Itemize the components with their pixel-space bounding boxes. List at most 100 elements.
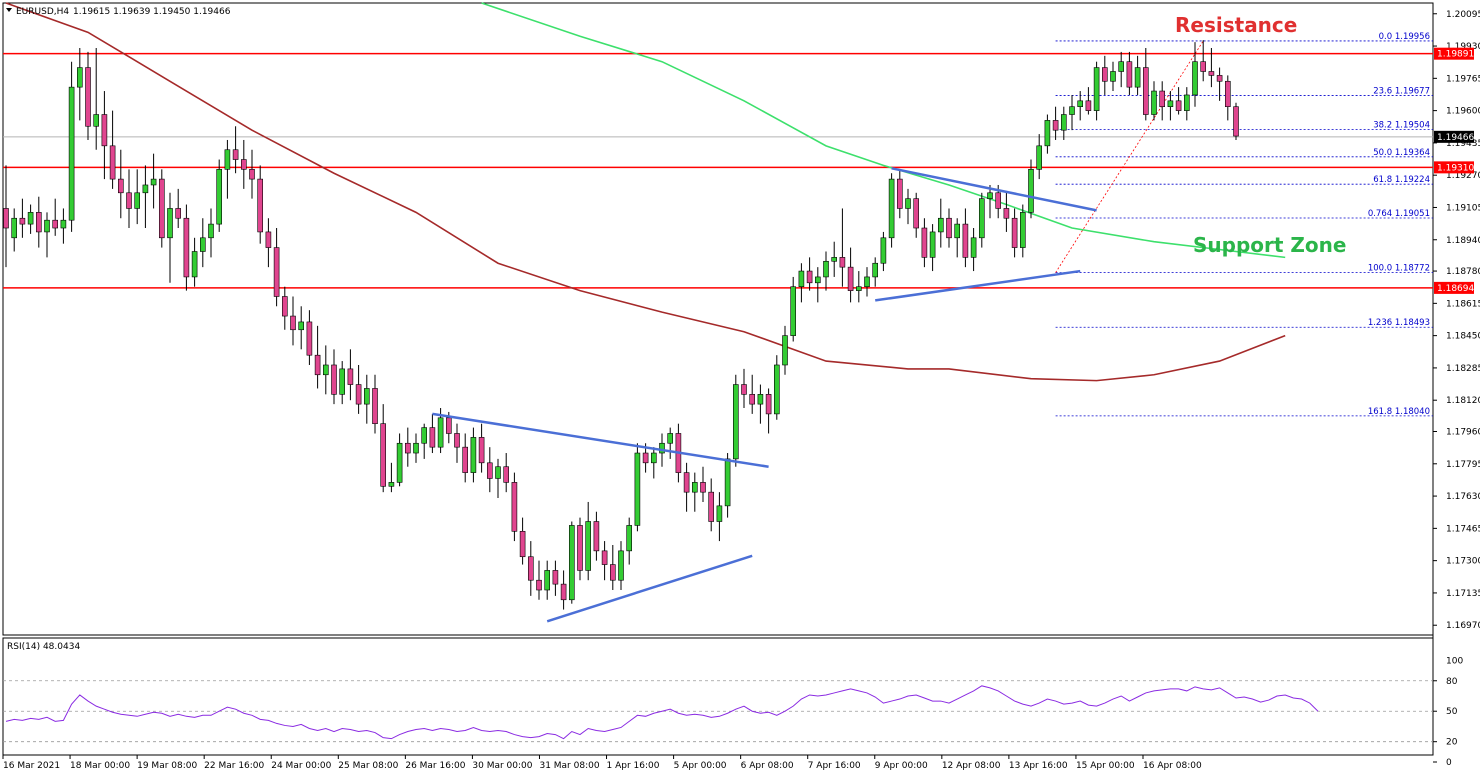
bullish-candle xyxy=(150,178,157,186)
time-tick-label: 5 Apr 00:00 xyxy=(674,761,727,771)
price-tick-label: 1.19105 xyxy=(1446,203,1480,213)
bullish-candle xyxy=(77,67,83,88)
bullish-candle xyxy=(1167,100,1174,108)
bullish-candle xyxy=(987,192,993,199)
bullish-candle xyxy=(396,442,403,483)
bearish-candle xyxy=(511,482,518,532)
bullish-candle xyxy=(757,394,764,405)
trendline xyxy=(875,269,1081,302)
bearish-candle xyxy=(536,579,542,591)
moving-averages xyxy=(5,2,1286,382)
bullish-candle xyxy=(814,276,821,284)
time-tick-label: 24 Mar 00:00 xyxy=(271,761,331,771)
bearish-candle xyxy=(306,321,313,356)
rsi-tick-label: 80 xyxy=(1446,677,1458,687)
bearish-candle xyxy=(19,217,26,225)
fib-level-label: 23.6 1.19677 xyxy=(1373,87,1430,97)
fib-anchor-line xyxy=(1055,40,1204,273)
price-tick-label: 1.18940 xyxy=(1446,236,1480,246)
bearish-candle xyxy=(232,149,239,160)
bullish-candle xyxy=(1077,100,1083,108)
bearish-candle xyxy=(126,192,132,209)
bearish-candle xyxy=(1216,75,1223,82)
resistance-annotation: Resistance xyxy=(1175,13,1297,37)
time-tick-label: 31 Mar 08:00 xyxy=(539,761,599,771)
bearish-candle xyxy=(741,384,747,395)
bullish-candle xyxy=(970,237,977,258)
time-tick-label: 19 Mar 08:00 xyxy=(137,761,197,771)
trendline xyxy=(432,412,769,468)
bullish-candle xyxy=(659,442,665,454)
time-tick-label: 18 Mar 00:00 xyxy=(70,761,130,771)
bullish-candle xyxy=(1069,106,1075,115)
bearish-candle xyxy=(593,521,600,552)
fib-level-label: 100.0 1.18772 xyxy=(1368,264,1430,274)
bullish-candle xyxy=(691,482,698,493)
bullish-candle xyxy=(495,466,501,479)
candles xyxy=(3,40,1239,610)
price-tick-label: 1.20095 xyxy=(1446,10,1480,20)
moving-average-long xyxy=(5,2,1286,382)
price-axis-ticks: 1.20095 1.19930 1.19765 1.19600 1.19435 1.192… xyxy=(1433,10,1480,631)
bearish-candle xyxy=(257,178,264,233)
bearish-candle xyxy=(331,364,337,395)
dropdown-triangle-icon[interactable] xyxy=(6,8,12,12)
bullish-candle xyxy=(1192,61,1198,96)
level-price-tag-label: 1.19891 xyxy=(1437,50,1474,60)
bearish-candle xyxy=(183,217,190,278)
bullish-candle xyxy=(855,286,862,291)
bearish-candle xyxy=(273,247,280,297)
bullish-candle xyxy=(413,442,419,454)
fib-level-label: 161.8 1.18040 xyxy=(1368,407,1430,417)
bullish-candle xyxy=(1134,67,1141,88)
fib-level-label: 0.764 1.19051 xyxy=(1368,209,1430,219)
bearish-candle xyxy=(700,482,706,493)
bullish-candle xyxy=(208,223,214,239)
bearish-candle xyxy=(1225,80,1231,108)
bearish-candle xyxy=(175,208,181,219)
bearish-candle xyxy=(347,368,354,385)
bullish-candle xyxy=(937,217,944,233)
bullish-candle xyxy=(872,262,879,278)
current-price-tag-label: 1.19466 xyxy=(1437,133,1474,143)
rsi-tick-label: 20 xyxy=(1446,738,1458,748)
bullish-candle xyxy=(1061,114,1067,131)
bearish-candle xyxy=(445,417,452,434)
time-tick-label: 7 Apr 16:00 xyxy=(808,761,861,771)
bullish-candle xyxy=(224,149,231,170)
rsi-panel-frame xyxy=(2,637,1434,756)
bullish-candle xyxy=(905,198,911,209)
bearish-candle xyxy=(404,442,411,454)
bullish-candle xyxy=(568,525,575,601)
bullish-candle xyxy=(470,437,477,473)
bearish-candle xyxy=(913,198,920,229)
trendlines xyxy=(432,167,1097,623)
bullish-candle xyxy=(363,388,370,405)
bullish-candle xyxy=(650,452,657,464)
fib-level-label: 61.8 1.19224 xyxy=(1373,175,1430,185)
price-tick-label: 1.19930 xyxy=(1446,42,1480,52)
price-tick-label: 1.18780 xyxy=(1446,267,1480,277)
bearish-candle xyxy=(1052,120,1059,131)
time-tick-label: 16 Apr 08:00 xyxy=(1143,761,1202,771)
bullish-candle xyxy=(68,86,75,221)
fibonacci-levels: 0.0 1.19956 23.6 1.19677 38.2 1.19504 50.0 … xyxy=(1055,32,1433,417)
bearish-candle xyxy=(577,525,583,571)
bearish-candle xyxy=(946,217,952,239)
bullish-candle xyxy=(831,257,838,262)
level-price-tag-label: 1.18694 xyxy=(1437,284,1474,294)
price-tick-label: 1.17465 xyxy=(1446,524,1480,534)
time-tick-label: 6 Apr 08:00 xyxy=(741,761,794,771)
bearish-candle xyxy=(35,212,42,233)
bullish-candle xyxy=(200,237,206,252)
bullish-candle xyxy=(421,427,428,444)
bearish-candle xyxy=(552,570,559,585)
bullish-candle xyxy=(1110,71,1116,82)
bullish-candle xyxy=(27,212,34,225)
bullish-candle xyxy=(1093,67,1100,111)
bullish-candle xyxy=(1118,61,1124,72)
bullish-candle xyxy=(978,198,985,239)
price-tick-label: 1.18285 xyxy=(1446,364,1480,374)
bullish-candle xyxy=(724,458,731,507)
bullish-candle xyxy=(667,433,674,444)
